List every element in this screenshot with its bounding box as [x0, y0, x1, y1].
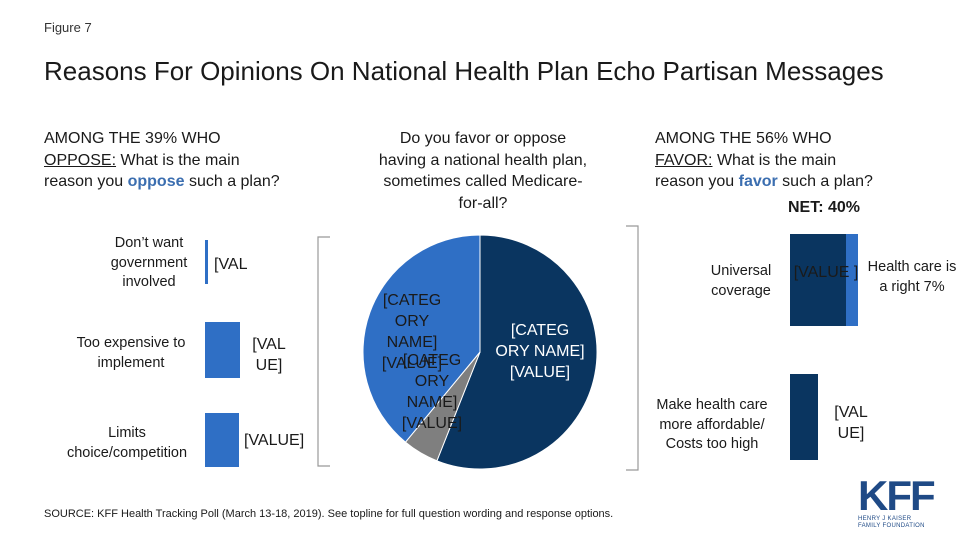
net-label: NET: 40% — [787, 199, 860, 216]
pie-label-oppose: [CATEG ORY NAME] [VALUE] — [381, 292, 443, 372]
pie-slice-favor — [436, 234, 598, 470]
favor-question-line1: AMONG THE 56% WHO — [655, 130, 832, 147]
bar-category-label: Don’t want government involved — [110, 235, 188, 290]
favor-question-rest1: What is the main — [712, 151, 837, 169]
oppose-question-line3: reason you oppose such a plan? — [44, 171, 334, 193]
pie-label-dontknow: [CATEG ORY NAME] [VALUE] — [401, 352, 463, 432]
right-bracket — [626, 225, 639, 471]
kff-logo-text: KFF — [858, 472, 936, 519]
source-note: SOURCE: KFF Health Tracking Poll (March … — [44, 508, 614, 520]
kff-logo-sub1: HENRY J KAISER — [858, 516, 912, 522]
oppose-question-rest1: What is the main — [116, 151, 240, 169]
bar-oppose-govt — [205, 240, 208, 284]
oppose-question-post: such a plan? — [184, 173, 280, 190]
bar-value-label: [VALUE] — [244, 432, 305, 449]
favor-question-pre: reason you — [655, 173, 739, 190]
pie-slice-oppose — [362, 234, 481, 443]
pie-chart — [362, 234, 598, 470]
favor-question-line3: reason you favor such a plan? — [655, 171, 925, 193]
bar-category-label: Universal coverage — [710, 263, 772, 299]
bar-favor-right-segment — [846, 234, 858, 326]
oppose-highlight: oppose — [127, 173, 185, 190]
oppose-question-line1: AMONG THE 39% WHO — [44, 130, 221, 147]
favor-question-line2: FAVOR: What is the main — [655, 150, 925, 172]
chart-title: Reasons For Opinions On National Health … — [44, 56, 884, 86]
bar-value-label: [VAL — [214, 256, 248, 273]
bar-segment-label: Health care is a right 7% — [867, 259, 957, 295]
bar-value-label: [VALUE ] — [793, 264, 859, 281]
kff-logo: KFF HENRY J KAISER FAMILY FOUNDATION — [858, 472, 936, 530]
pie-label-favor: [CATEG ORY NAME] [VALUE] — [495, 322, 585, 381]
bar-oppose-expensive — [205, 322, 240, 378]
bar-category-label: Limits choice/competition — [66, 425, 188, 461]
bar-value-label: [VAL UE] — [834, 404, 868, 442]
favor-underlined: FAVOR: — [655, 151, 713, 169]
bar-value-label: [VAL UE] — [252, 336, 286, 374]
kff-logo-sub2: FAMILY FOUNDATION — [858, 523, 925, 529]
oppose-question-pre: reason you — [44, 173, 128, 190]
figure-label: Figure 7 — [44, 20, 92, 35]
bar-category-label: Too expensive to implement — [76, 335, 186, 371]
bar-favor-affordable — [790, 374, 818, 460]
favor-highlight: favor — [738, 173, 778, 190]
favor-question-post: such a plan? — [777, 173, 873, 190]
favor-question: AMONG THE 56% WHO FAVOR: What is the mai… — [655, 128, 925, 193]
center-question: Do you favor or oppose having a national… — [378, 130, 588, 212]
bar-oppose-limits — [205, 413, 239, 467]
oppose-underlined: OPPOSE: — [44, 151, 117, 169]
bar-category-label: Make health care more affordable/ Costs … — [656, 397, 768, 452]
oppose-question: AMONG THE 39% WHO OPPOSE: What is the ma… — [44, 128, 334, 193]
oppose-question-line2: OPPOSE: What is the main — [44, 150, 334, 172]
left-bracket — [317, 236, 330, 467]
